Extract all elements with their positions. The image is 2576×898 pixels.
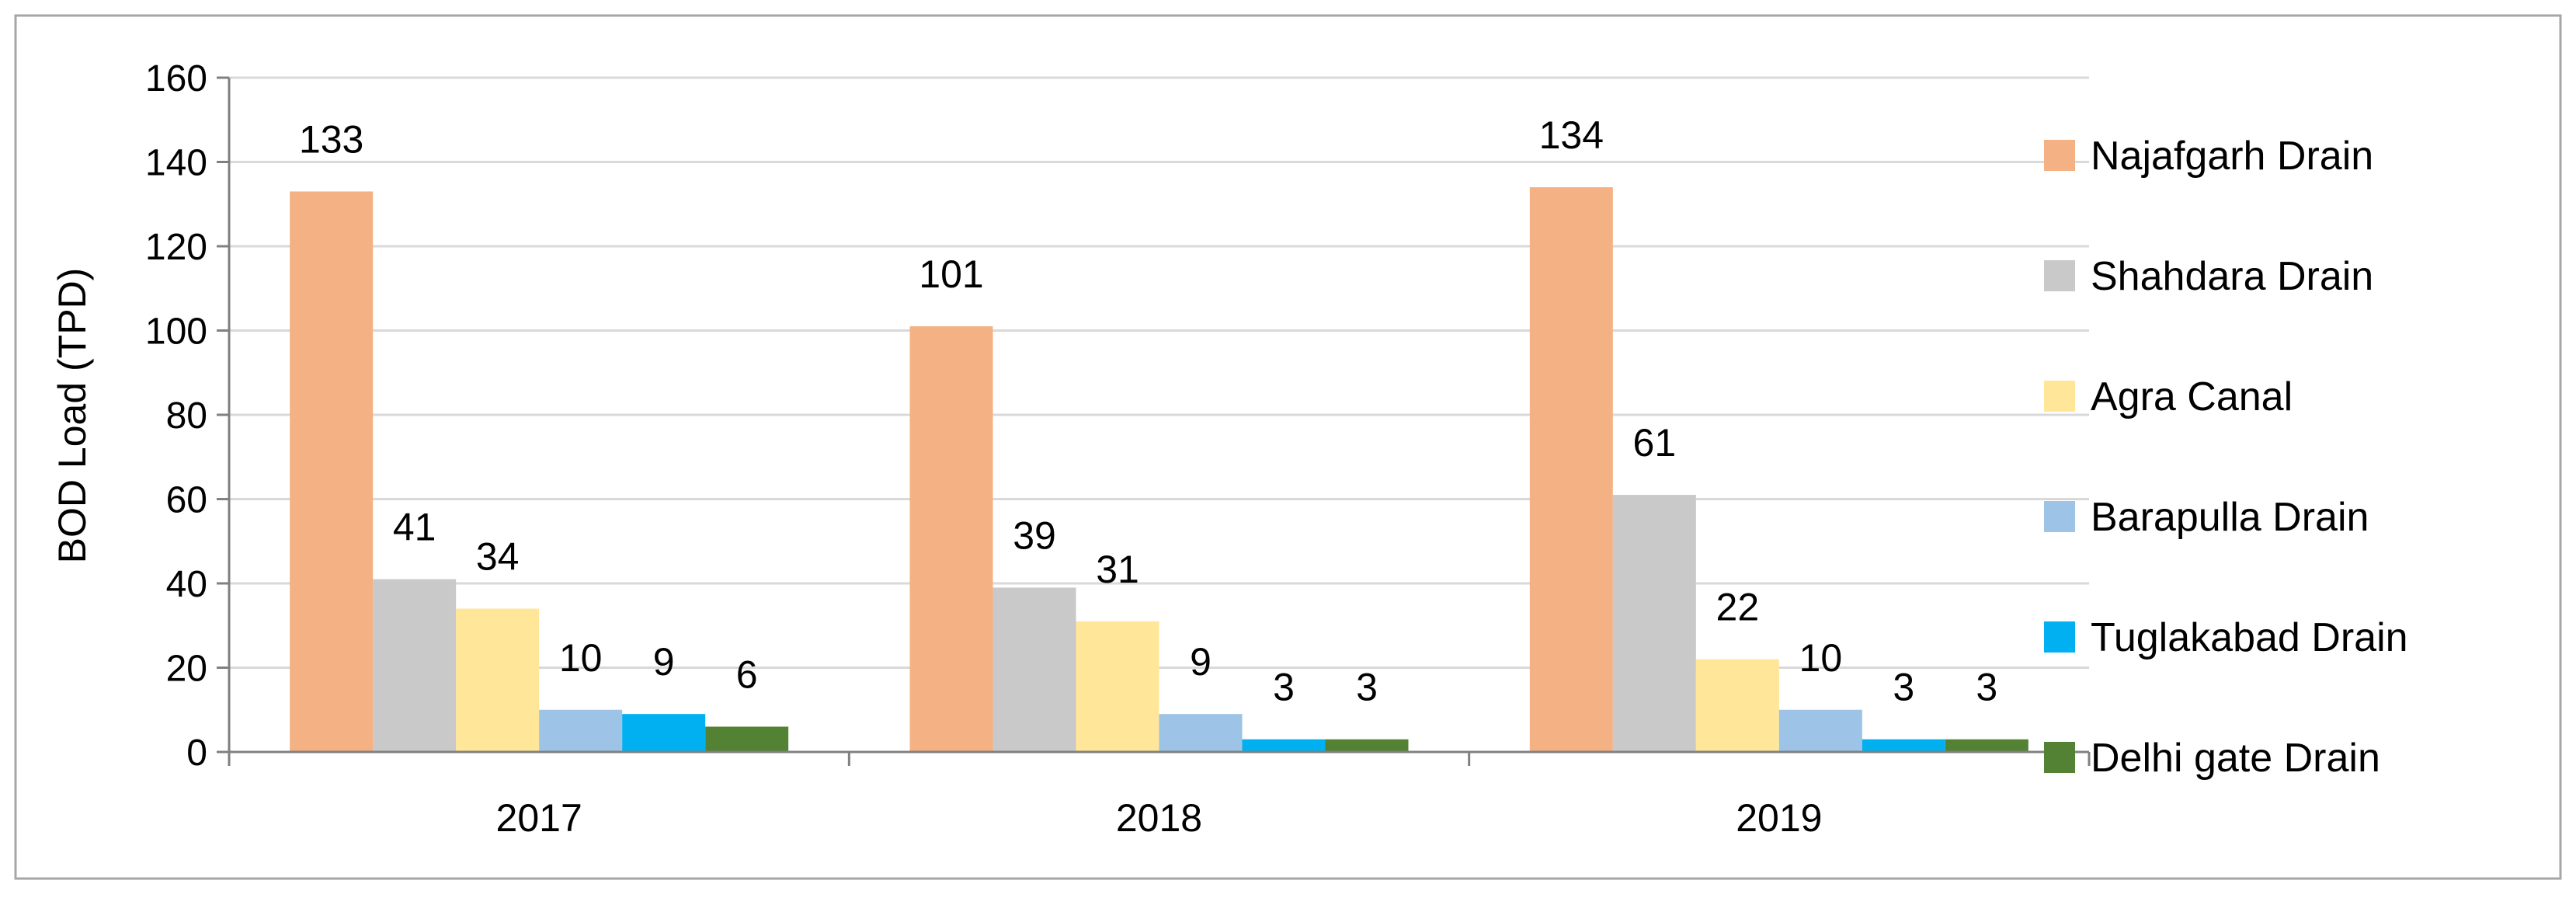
data-label: 41 [393, 506, 436, 549]
y-axis-title: BOD Load (TPD) [50, 268, 94, 564]
data-label: 9 [653, 640, 675, 684]
data-label: 10 [1799, 636, 1843, 680]
bar [1325, 739, 1409, 752]
bar [1695, 659, 1779, 752]
data-label: 34 [476, 535, 520, 579]
bar [290, 191, 374, 753]
legend-label: Najafgarh Drain [2091, 134, 2373, 179]
y-tick-label: 60 [166, 480, 207, 521]
legend-swatch [2044, 140, 2075, 171]
bar [993, 587, 1076, 752]
y-tick-label: 0 [186, 733, 207, 774]
bar [705, 726, 789, 752]
y-tick-label: 20 [166, 649, 207, 690]
legend-swatch [2044, 621, 2075, 653]
data-label: 61 [1633, 421, 1677, 465]
bar [1529, 187, 1613, 753]
data-labels: 133 41 34 10 9 6 101 39 31 9 3 3 134 61 22 10 3 3 [299, 113, 1997, 709]
legend-swatch [2044, 381, 2075, 412]
x-tick-label: 2018 [1116, 796, 1202, 840]
y-tick-label: 160 [145, 58, 207, 99]
bar [456, 608, 540, 752]
bar [1159, 714, 1243, 752]
x-tick-label: 2017 [496, 796, 582, 840]
x-tick-label: 2019 [1736, 796, 1822, 840]
bar [373, 579, 457, 752]
data-label: 39 [1013, 513, 1056, 557]
data-label: 9 [1190, 640, 1212, 684]
axes: 0 20 40 60 80 100 120 140 160 2017 2018 2019 [145, 58, 2091, 840]
y-tick-label: 120 [145, 227, 207, 268]
y-tick-label: 100 [145, 312, 207, 353]
legend-swatch [2044, 501, 2075, 532]
legend-label: Shahdara Drain [2091, 254, 2373, 299]
bar [1242, 739, 1326, 752]
data-label: 134 [1539, 113, 1604, 157]
bars [290, 187, 2028, 753]
data-label: 3 [1273, 666, 1295, 709]
bar [622, 714, 706, 752]
data-label: 10 [559, 636, 603, 680]
y-tick-label: 80 [166, 395, 207, 437]
data-label: 3 [1976, 666, 1997, 709]
bar [539, 709, 623, 752]
legend-swatch [2044, 742, 2075, 773]
legend: Najafgarh Drain Shahdara Drain Agra Canal B… [2044, 134, 2408, 781]
bar [1862, 739, 1945, 752]
y-tick-label: 140 [145, 143, 207, 184]
bar [1612, 495, 1696, 752]
legend-label: Delhi gate Drain [2091, 736, 2380, 781]
data-label: 3 [1356, 666, 1378, 709]
y-tick-label: 40 [166, 564, 207, 605]
bar [1945, 739, 2028, 752]
legend-label: Tuglakabad Drain [2091, 615, 2408, 660]
data-label: 133 [299, 117, 363, 161]
legend-label: Agra Canal [2091, 374, 2293, 419]
bar [909, 326, 993, 752]
data-label: 31 [1096, 548, 1139, 591]
data-label: 6 [736, 653, 758, 696]
bar [1778, 709, 1862, 752]
legend-label: Barapulla Drain [2091, 495, 2369, 540]
data-label: 3 [1893, 666, 1914, 709]
data-label: 22 [1716, 586, 1760, 629]
bar [1076, 621, 1159, 752]
legend-swatch [2044, 260, 2075, 291]
data-label: 101 [919, 252, 983, 296]
